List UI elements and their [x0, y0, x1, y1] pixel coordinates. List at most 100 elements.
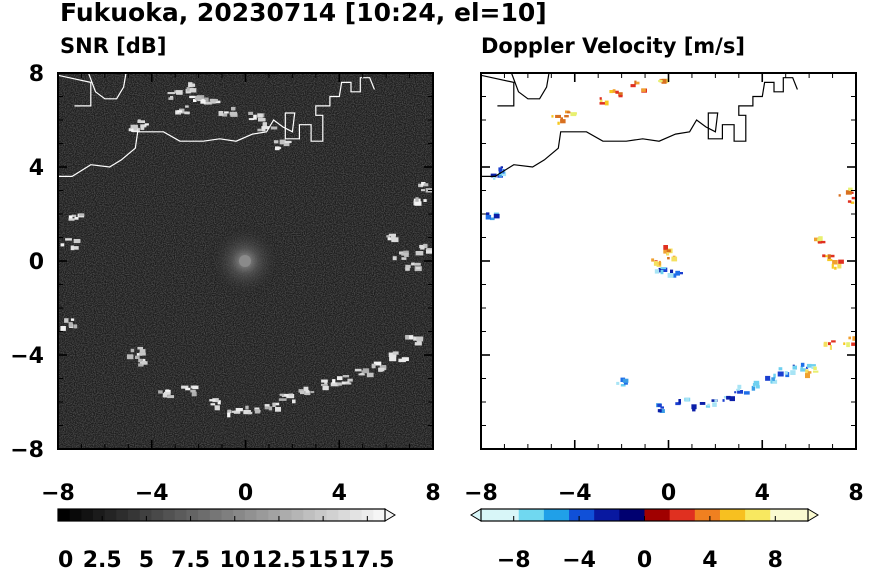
colorbar-frame	[57, 508, 386, 522]
snr-echo-pixel	[332, 379, 336, 384]
colorbar-extend-min	[470, 508, 482, 522]
snr-echo-pixel	[227, 413, 231, 418]
snr-echo-pixel	[268, 406, 273, 411]
snr-echo-pixel	[379, 365, 386, 368]
doppler-echo-positive	[832, 260, 838, 265]
snr-echo-pixel	[247, 411, 253, 415]
doppler-echo-negative	[800, 362, 805, 367]
snr-echo-pixel	[142, 358, 146, 363]
doppler-echo-positive	[630, 84, 636, 88]
doppler-echo-negative	[622, 378, 629, 383]
snr-echo-pixel	[284, 140, 292, 144]
snr-echo-pixel	[261, 126, 270, 130]
snr-echo-pixel	[426, 249, 433, 254]
doppler-echo-negative	[678, 399, 681, 404]
snr-echo-pixel	[144, 123, 149, 126]
doppler-echo-positive	[822, 254, 826, 258]
doppler-echo-positive	[599, 102, 605, 105]
colorbar-segment	[93, 509, 106, 521]
colorbar-segment	[326, 509, 339, 521]
colorbar-segment	[361, 509, 374, 521]
snr-echo-pixel	[137, 120, 145, 123]
x-tick-label: −4	[558, 481, 592, 506]
doppler-echo-negative	[765, 375, 771, 381]
snr-echo-pixel	[415, 251, 424, 256]
y-tick-label: −8	[10, 438, 44, 463]
snr-echo-pixel	[300, 390, 305, 395]
snr-echo-pixel	[215, 100, 221, 104]
snr-echo-pixel	[389, 356, 397, 362]
snr-echo-pixel	[304, 390, 311, 395]
colorbar-tick-label: 10	[219, 548, 250, 570]
colorbar-segment	[506, 509, 520, 521]
snr-echo-pixel	[139, 349, 146, 353]
snr-echo-pixel	[414, 262, 421, 266]
snr-echo-pixel	[245, 405, 249, 410]
doppler-panel-title: Doppler Velocity [m/s]	[481, 34, 745, 58]
doppler-echo-negative	[657, 409, 662, 413]
snr-echo-pixel	[322, 385, 329, 391]
snr-echo-pixel	[420, 245, 425, 250]
doppler-echo-negative	[660, 267, 666, 270]
snr-echo-pixel	[415, 197, 419, 202]
doppler-echo-positive	[807, 371, 812, 374]
colorbar-tick-label: 8	[768, 548, 783, 570]
colorbar-segment	[493, 509, 507, 521]
doppler-echo-positive	[819, 240, 826, 244]
doppler-echo-negative	[792, 365, 797, 370]
snr-echo-pixel	[392, 256, 397, 261]
doppler-echo-positive	[817, 241, 822, 244]
doppler-echo-negative	[654, 269, 660, 274]
snr-echo-pixel	[70, 245, 74, 251]
colorbar-tick-label: −4	[562, 548, 596, 570]
colorbar-tick-label: 4	[702, 548, 717, 570]
doppler-echo-positive	[831, 263, 834, 269]
snr-colorbar: 0 2.5 5 7.5 10 12.5 15 17.5	[57, 508, 396, 570]
doppler-echo-negative	[707, 403, 710, 407]
colorbar-extend-max	[807, 508, 819, 522]
colorbar-segment	[594, 509, 608, 521]
doppler-echo-negative	[743, 391, 750, 395]
colorbar-tick-label: −8	[497, 548, 531, 570]
snr-panel-title: SNR [dB]	[60, 34, 167, 58]
doppler-echo-negative	[737, 390, 743, 394]
snr-echo-pixel	[416, 336, 424, 342]
doppler-echo-positive	[850, 201, 855, 204]
doppler-echo-positive	[814, 237, 819, 242]
snr-echo-pixel	[167, 395, 175, 399]
snr-echo-pixel	[164, 391, 171, 395]
doppler-echo-positive	[837, 263, 842, 269]
coastline-snr	[58, 73, 375, 177]
snr-echo-pixel	[74, 217, 79, 220]
snr-echo-pixel	[138, 352, 146, 356]
doppler-echo-positive	[653, 260, 658, 266]
snr-echo-pixel	[421, 189, 425, 192]
colorbar-segment	[619, 509, 633, 521]
doppler-echo-positive	[805, 369, 809, 375]
snr-echo-pixel	[258, 118, 266, 122]
snr-echo-pixel	[405, 267, 410, 271]
colorbar-segment	[186, 509, 199, 521]
snr-echo-pixel	[303, 386, 309, 392]
colorbar-tick-label: 0	[58, 548, 73, 570]
snr-echo-pixel	[184, 111, 190, 115]
colorbar-segment	[644, 509, 658, 521]
snr-echo-pixel	[342, 375, 350, 378]
doppler-echo-negative	[753, 380, 760, 386]
doppler-echo-negative	[620, 384, 626, 387]
doppler-echo-positive	[824, 255, 828, 258]
colorbar-extend-max	[384, 508, 396, 522]
colorbar-segment	[349, 509, 363, 521]
doppler-echo-positive	[827, 258, 833, 262]
colorbar-segment	[314, 509, 328, 521]
colorbar-segment	[694, 509, 708, 521]
colorbar-segment	[745, 509, 759, 521]
doppler-echo-negative	[691, 404, 697, 410]
snr-echo-pixel	[68, 218, 75, 221]
doppler-echo-negative	[729, 396, 735, 402]
x-tick-label: −4	[135, 481, 169, 506]
snr-echo-pixel	[337, 382, 342, 386]
doppler-echo-negative	[493, 176, 496, 180]
snr-echo-pixel	[140, 125, 145, 130]
